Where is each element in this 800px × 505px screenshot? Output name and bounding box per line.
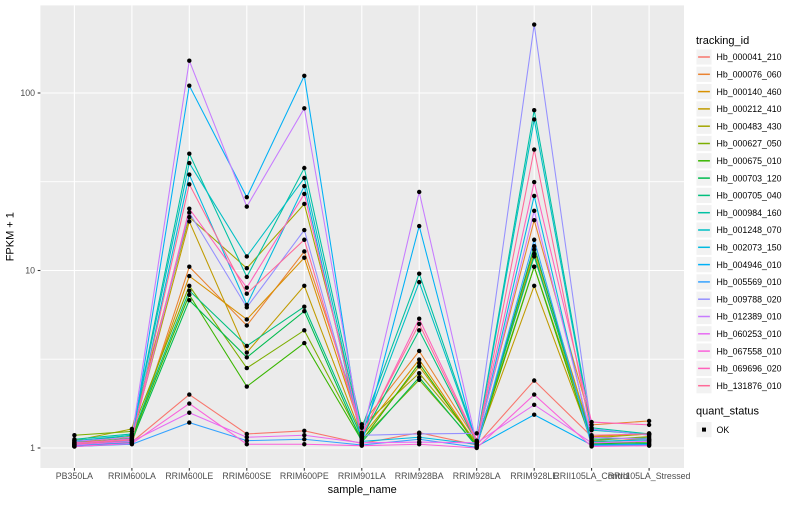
svg-text:RRIM901LA: RRIM901LA (338, 471, 386, 481)
svg-text:tracking_id: tracking_id (696, 35, 749, 47)
svg-text:Hb_001248_070: Hb_001248_070 (717, 225, 782, 235)
svg-text:1: 1 (30, 443, 35, 453)
svg-text:Hb_000703_120: Hb_000703_120 (717, 173, 782, 183)
svg-text:RRII105LA_Stressed: RRII105LA_Stressed (608, 471, 691, 481)
svg-text:quant_status: quant_status (696, 405, 759, 417)
svg-text:sample_name: sample_name (328, 484, 397, 496)
svg-text:Hb_002073_150: Hb_002073_150 (717, 243, 782, 253)
svg-text:FPKM + 1: FPKM + 1 (5, 212, 17, 261)
svg-text:100: 100 (20, 88, 35, 98)
svg-text:Hb_000041_210: Hb_000041_210 (717, 52, 782, 62)
svg-text:Hb_000627_050: Hb_000627_050 (717, 139, 782, 149)
svg-text:RRIM928LA: RRIM928LA (453, 471, 501, 481)
svg-text:PB350LA: PB350LA (56, 471, 93, 481)
svg-text:10: 10 (25, 266, 35, 276)
svg-text:RRIM600LA: RRIM600LA (108, 471, 156, 481)
svg-text:Hb_000675_010: Hb_000675_010 (717, 156, 782, 166)
svg-text:RRII105LA_Control: RRII105LA_Control (553, 471, 629, 481)
svg-text:Hb_069696_020: Hb_069696_020 (717, 364, 782, 374)
svg-text:RRIM600LE: RRIM600LE (165, 471, 213, 481)
svg-text:Hb_000140_460: Hb_000140_460 (717, 87, 782, 97)
svg-text:Hb_000212_410: Hb_000212_410 (717, 104, 782, 114)
svg-text:Hb_060253_010: Hb_060253_010 (717, 329, 782, 339)
svg-text:RRIM928BA: RRIM928BA (395, 471, 444, 481)
svg-text:Hb_012389_010: Hb_012389_010 (717, 312, 782, 322)
svg-text:Hb_004946_010: Hb_004946_010 (717, 260, 782, 270)
svg-text:Hb_067558_010: Hb_067558_010 (717, 346, 782, 356)
svg-text:Hb_005569_010: Hb_005569_010 (717, 277, 782, 287)
svg-text:Hb_009788_020: Hb_009788_020 (717, 294, 782, 304)
svg-text:Hb_000076_060: Hb_000076_060 (717, 70, 782, 80)
svg-text:Hb_000483_430: Hb_000483_430 (717, 121, 782, 131)
svg-text:Hb_131876_010: Hb_131876_010 (717, 381, 782, 391)
svg-text:Hb_000705_040: Hb_000705_040 (717, 191, 782, 201)
svg-text:RRIM928LE: RRIM928LE (510, 471, 558, 481)
svg-text:RRIM600PE: RRIM600PE (280, 471, 329, 481)
svg-text:OK: OK (717, 425, 730, 435)
svg-text:Hb_000984_160: Hb_000984_160 (717, 208, 782, 218)
svg-text:RRIM600SE: RRIM600SE (222, 471, 271, 481)
